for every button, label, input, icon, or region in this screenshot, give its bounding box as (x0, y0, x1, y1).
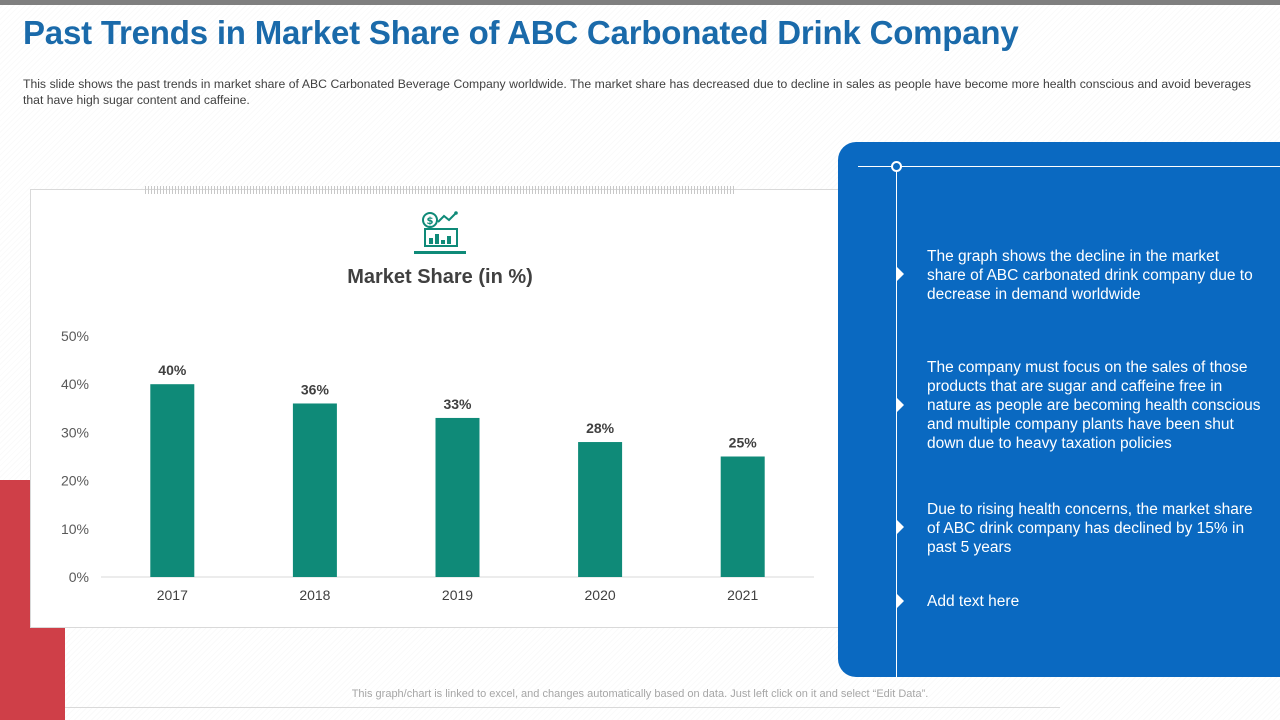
y-tick-label: 10% (61, 521, 89, 537)
x-tick-label: 2021 (727, 587, 758, 603)
x-tick-label: 2018 (299, 587, 330, 603)
panel-vertical-line (896, 166, 897, 677)
bullet-arrow-icon (897, 398, 904, 412)
bullet-arrow-icon (897, 520, 904, 534)
y-tick-label: 50% (61, 328, 89, 344)
market-share-bar-chart: Market Share (in %) 0% 10% 20% 30% 40% 50% 40… (61, 266, 814, 603)
x-tick-label: 2017 (157, 587, 188, 603)
bar-2018 (292, 403, 337, 577)
insight-point-4: Add text here (927, 593, 1020, 610)
bullet-arrow-icon (897, 267, 904, 281)
x-tick-label: 2019 (442, 587, 473, 603)
insight-point-3: Due to rising health concerns, the marke… (927, 501, 1253, 556)
y-tick-label: 20% (61, 473, 89, 489)
insights-panel (838, 142, 1280, 677)
page-description: This slide shows the past trends in mark… (23, 77, 1251, 107)
y-tick-label: 30% (61, 424, 89, 440)
bar-2021 (720, 456, 765, 577)
insight-point-1: The graph shows the decline in the marke… (927, 248, 1253, 303)
bar-2020 (578, 442, 623, 577)
bar-2017 (150, 384, 195, 577)
data-label-2018: 36% (301, 381, 330, 397)
panel-horizontal-line (858, 166, 1280, 167)
data-label-2020: 28% (586, 420, 615, 436)
panel-node-circle (891, 161, 902, 172)
insight-point-2: The company must focus on the sales of t… (927, 359, 1261, 452)
page-title: Past Trends in Market Share of ABC Carbo… (23, 14, 1019, 51)
bullet-arrow-icon (897, 594, 904, 608)
y-tick-label: 40% (61, 376, 89, 392)
bottom-rule (65, 707, 1060, 708)
svg-text:$: $ (427, 216, 434, 227)
data-label-2017: 40% (158, 362, 187, 378)
data-label-2021: 25% (729, 435, 758, 451)
y-tick-label: 0% (69, 569, 89, 585)
top-rule (0, 0, 1280, 5)
x-tick-label: 2020 (585, 587, 616, 603)
footnote: This graph/chart is linked to excel, and… (351, 688, 929, 700)
market-share-icon: $ (414, 211, 466, 254)
chart-title: Market Share (in %) (347, 266, 533, 288)
card-decorative-strip (145, 186, 735, 194)
data-label-2019: 33% (443, 396, 472, 412)
bar-2019 (435, 417, 480, 577)
